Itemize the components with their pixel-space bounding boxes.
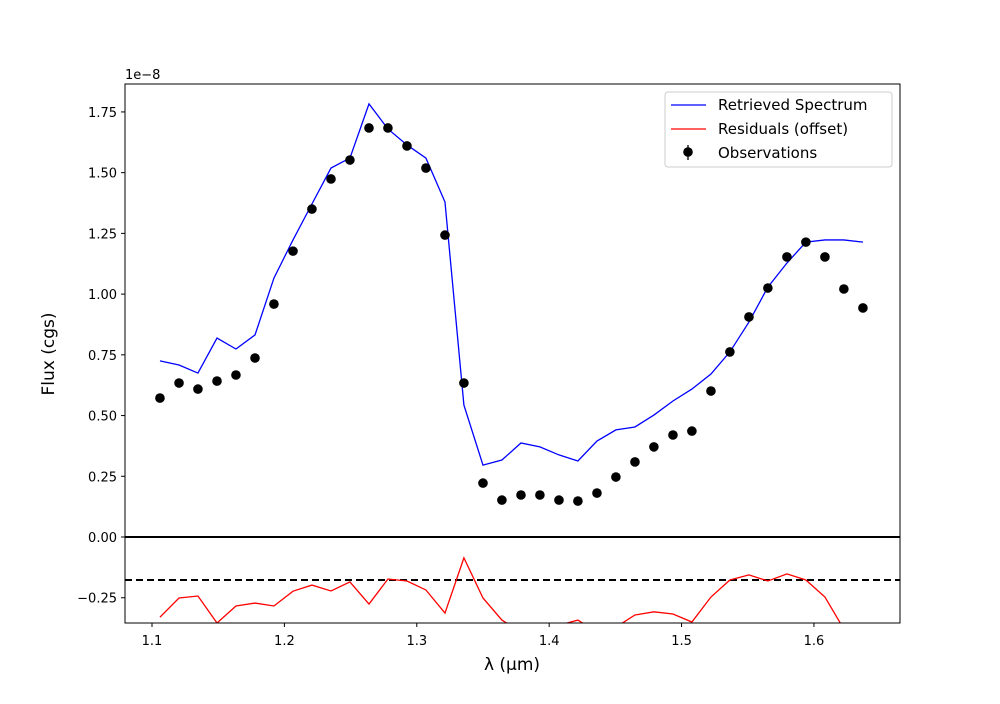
y-tick-label: −0.25 <box>77 592 117 607</box>
observation-point <box>611 472 621 482</box>
legend-observation-swatch <box>683 147 693 157</box>
observation-point <box>345 155 355 165</box>
observation-point <box>516 490 526 500</box>
observation-point <box>630 457 640 467</box>
observation-point <box>763 283 773 293</box>
observation-point <box>497 495 507 505</box>
y-tick-label: 1.50 <box>88 167 117 182</box>
legend: Retrieved Spectrum Residuals (offset) Obse… <box>664 91 893 168</box>
x-tick-label: 1.3 <box>406 634 427 649</box>
plot-frame <box>124 83 901 624</box>
observation-point <box>326 174 336 184</box>
y-tick-label: 1.25 <box>88 227 117 242</box>
observation-point <box>592 488 602 498</box>
y-tick-label: 1.75 <box>88 106 117 121</box>
observation-point <box>269 299 279 309</box>
observation-point <box>535 490 545 500</box>
observation-point <box>174 378 184 388</box>
observation-point <box>155 393 165 403</box>
observation-point <box>782 252 792 262</box>
legend-label: Observations <box>718 144 817 162</box>
observation-point <box>440 230 450 240</box>
observation-point <box>839 284 849 294</box>
x-tick-label: 1.6 <box>804 634 825 649</box>
observation-point <box>193 384 203 394</box>
retrieved-spectrum-line <box>159 102 864 466</box>
y-tick-label: 0.50 <box>88 410 117 425</box>
observation-point <box>402 141 412 151</box>
y-offset-label: 1e−8 <box>125 68 160 83</box>
x-tick-label: 1.5 <box>671 634 692 649</box>
observation-point <box>668 430 678 440</box>
y-axis-label: Flux (cgs) <box>39 313 59 396</box>
y-tick-label: 0.25 <box>88 470 117 485</box>
observation-point <box>250 353 260 363</box>
legend-label: Residuals (offset) <box>718 120 848 138</box>
observation-point <box>820 252 830 262</box>
observation-point <box>801 237 811 247</box>
observation-point <box>231 370 241 380</box>
observation-point <box>212 376 222 386</box>
observation-point <box>725 347 735 357</box>
observation-point <box>288 246 298 256</box>
observation-point <box>459 378 469 388</box>
observation-point <box>687 426 697 436</box>
observation-point <box>421 163 431 173</box>
x-axis-label: λ (μm) <box>484 655 540 675</box>
y-tick-label: 1.00 <box>88 288 117 303</box>
observation-point <box>383 123 393 133</box>
legend-box <box>664 91 893 168</box>
y-tick-label: 0.00 <box>88 531 117 546</box>
observation-point <box>478 478 488 488</box>
y-tick-label: 0.75 <box>88 349 117 364</box>
observation-point <box>364 123 374 133</box>
x-tick-label: 1.1 <box>142 634 163 649</box>
observation-point <box>744 312 754 322</box>
observation-point <box>706 386 716 396</box>
observation-point <box>858 303 868 313</box>
x-tick-label: 1.2 <box>274 634 295 649</box>
observation-point <box>307 204 317 214</box>
x-tick-label: 1.4 <box>539 634 560 649</box>
observation-point <box>649 442 659 452</box>
observation-point <box>554 495 564 505</box>
legend-label: Retrieved Spectrum <box>718 96 868 114</box>
observation-point <box>573 496 583 506</box>
residuals-line <box>159 556 842 623</box>
